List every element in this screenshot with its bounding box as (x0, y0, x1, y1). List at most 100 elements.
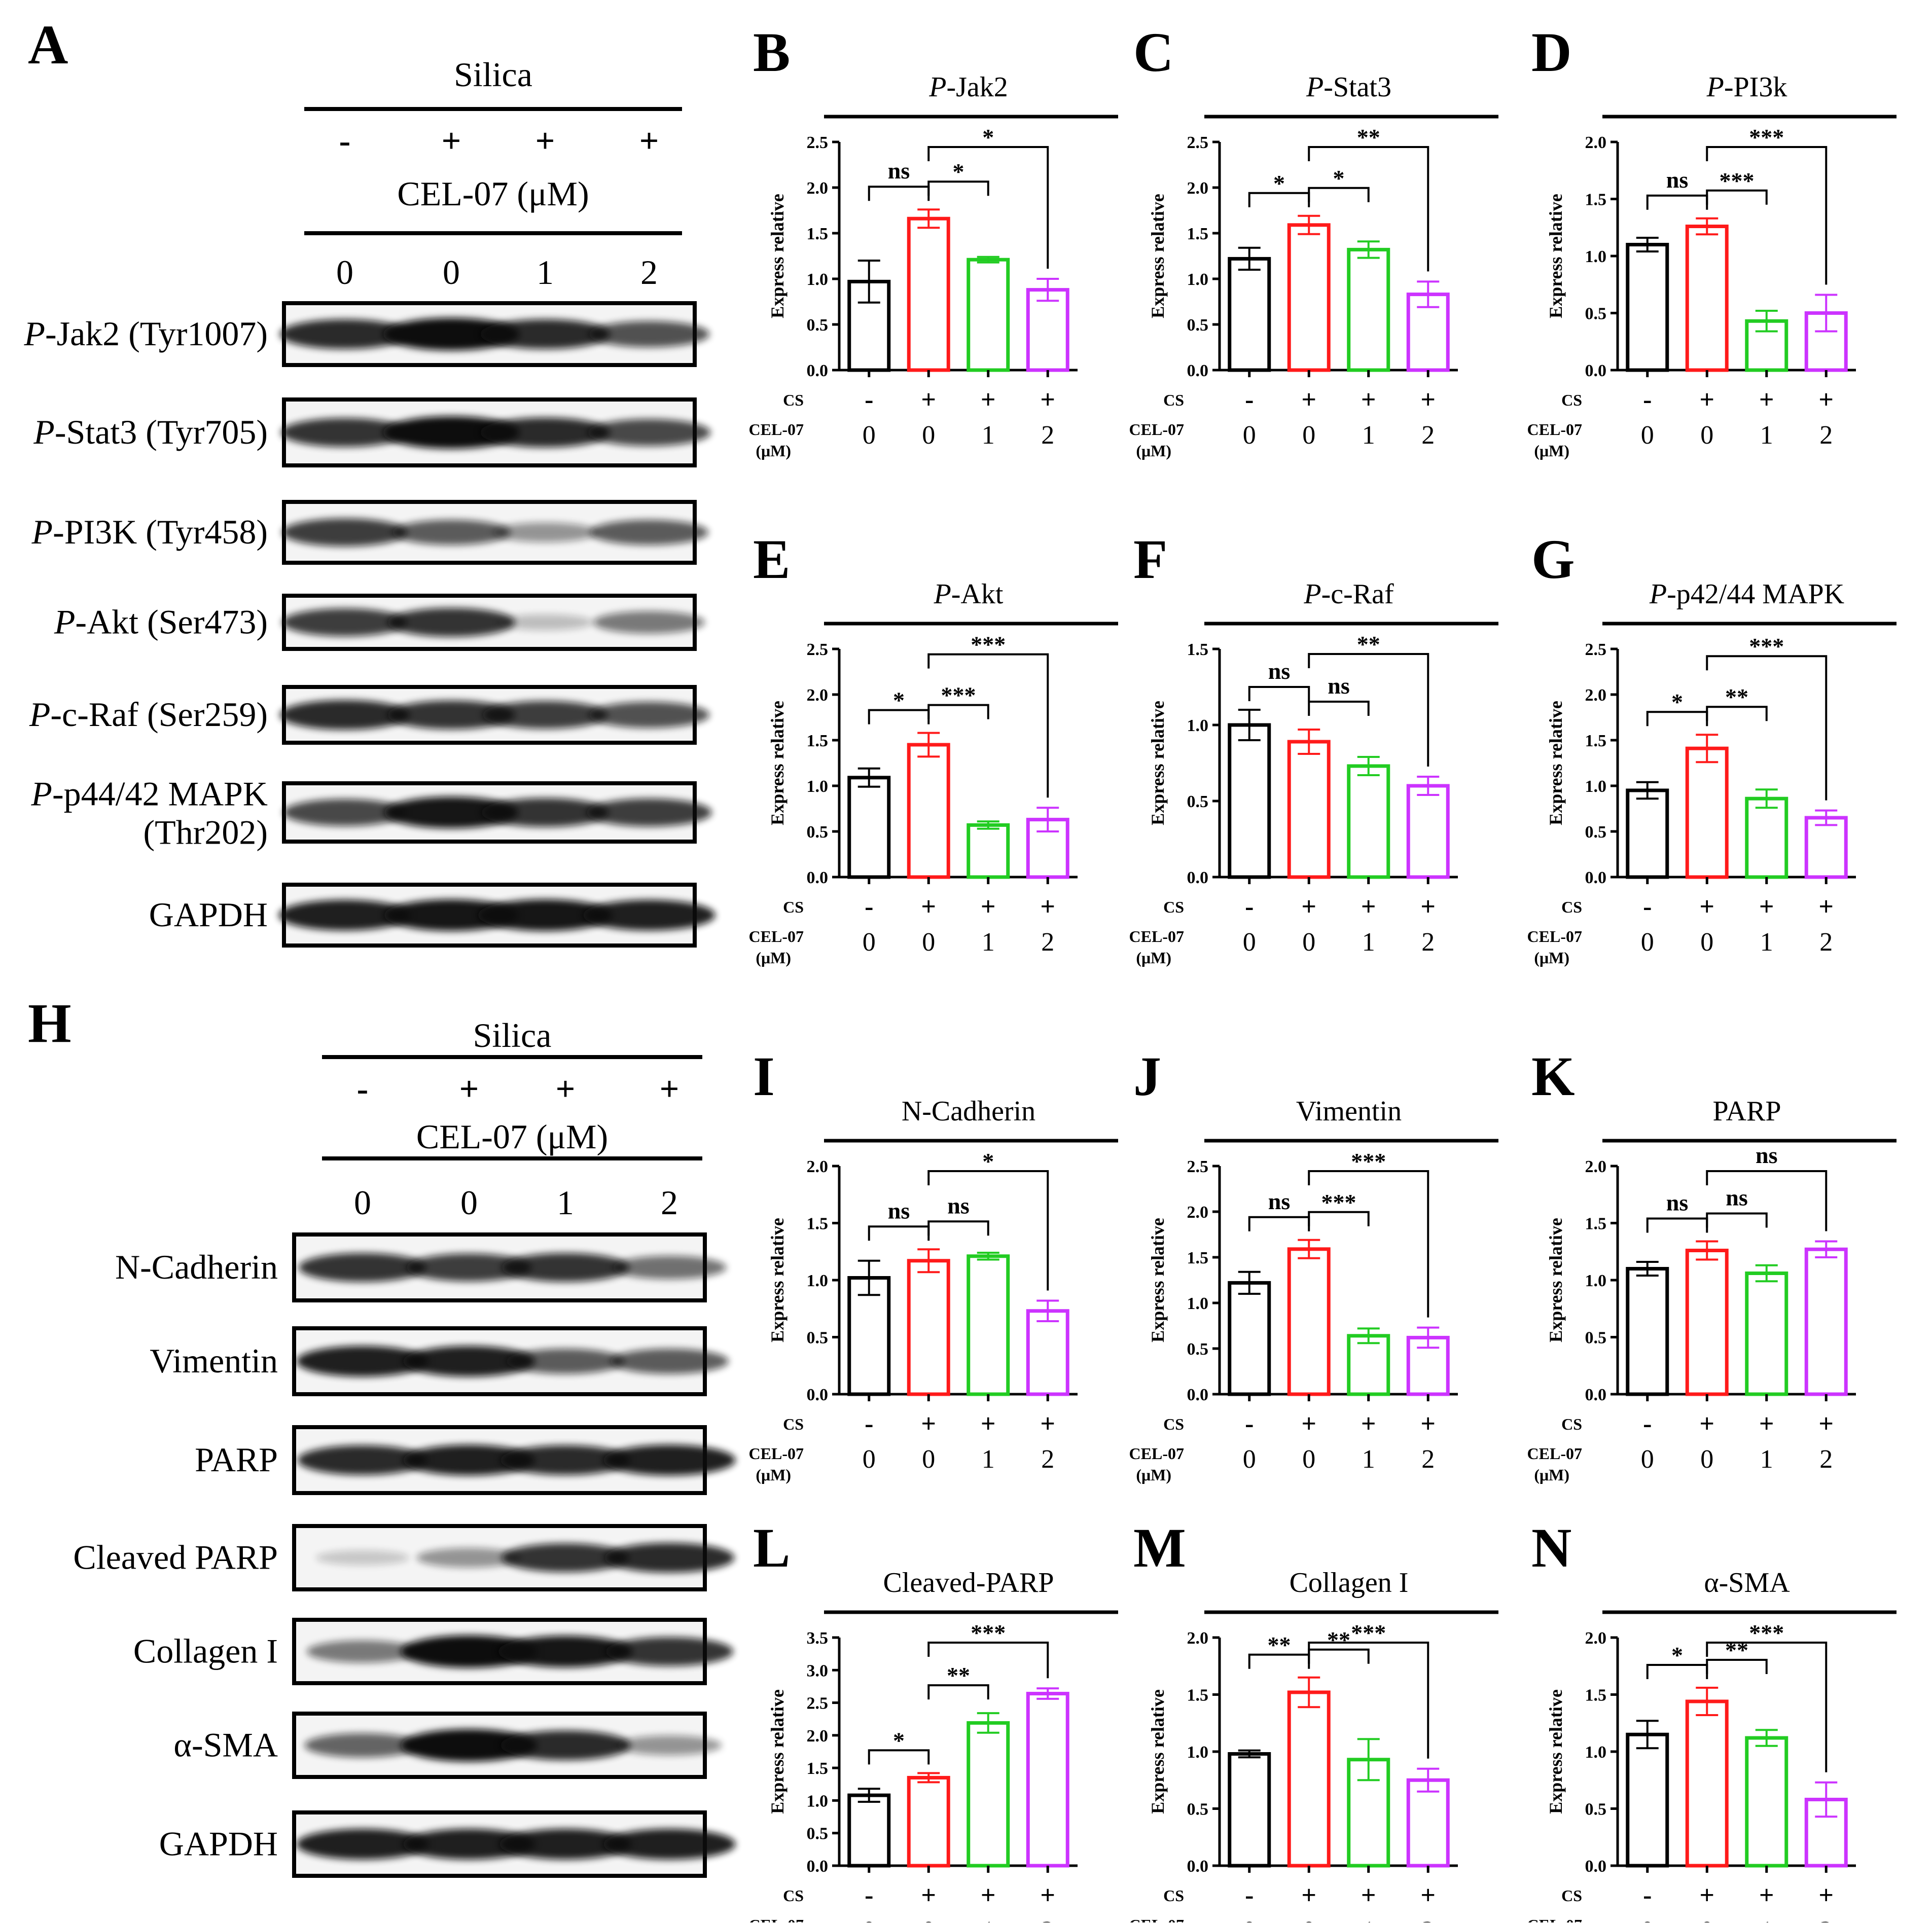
blot-row-label: Vimentin (150, 1341, 278, 1380)
y-tick-label: 0.5 (807, 823, 829, 842)
x-dose: 2 (1421, 1916, 1435, 1922)
chart-L: L Cleaved-PARP 0.0 0.5 1.0 1.5 2.0 2.5 3.0 3.5 Exp… (749, 1517, 1118, 1925)
y-axis-label: Express relative (1148, 194, 1168, 318)
x-dose: 1 (1760, 421, 1773, 450)
sig-label: * (1671, 1642, 1683, 1668)
y-axis-label: Express relative (1546, 194, 1566, 318)
blot-band (481, 798, 609, 827)
blot-row-label: α-SMA (173, 1726, 278, 1764)
x-sign: + (1699, 1409, 1714, 1438)
panel-label: M (1133, 1517, 1186, 1579)
sig-label: *** (1749, 124, 1784, 150)
x-sign: + (1818, 385, 1834, 414)
x-dose: 2 (1819, 928, 1833, 957)
x-sign: + (981, 892, 996, 921)
y-tick-label: 3.5 (807, 1629, 829, 1648)
x-sign: + (981, 385, 996, 414)
x-dose: 1 (1760, 1916, 1773, 1922)
panel-label: D (1531, 21, 1571, 83)
x-sign: + (1818, 1881, 1834, 1910)
x-dose: 0 (1302, 421, 1315, 450)
bar (1745, 796, 1788, 879)
x-sign: + (1420, 1409, 1436, 1438)
y-tick-label: 0.5 (807, 1329, 829, 1348)
x-row-label-um: (μM) (1136, 949, 1171, 967)
x-dose: 0 (922, 1916, 935, 1922)
y-tick-label: 2.0 (1585, 686, 1607, 705)
sig-bracket (1706, 189, 1768, 205)
blot-row-label: P-Jak2 (Tyr1007) (23, 314, 268, 353)
x-dose: 0 (922, 1445, 935, 1474)
x-row-label-cel07: CEL-07 (749, 927, 804, 946)
chart-M: M Collagen I 0.0 0.5 1.0 1.5 2.0 Express relati… (1129, 1517, 1498, 1925)
blot-band (392, 520, 511, 545)
sig-bracket (1308, 187, 1370, 202)
blot-band (279, 319, 410, 349)
y-tick-label: 0.0 (1585, 868, 1607, 887)
x-row-label-cel07: CEL-07 (1129, 1444, 1184, 1463)
x-sign: + (1301, 385, 1316, 414)
x-sign: + (1040, 385, 1055, 414)
blot-row: PARP (195, 1425, 736, 1495)
sig-bracket (868, 1225, 930, 1241)
y-axis-label: Express relative (767, 194, 788, 318)
blot-band (480, 319, 611, 349)
chart-title: Vimentin (1296, 1096, 1402, 1127)
y-tick-label: 2.5 (1187, 1157, 1209, 1176)
panel-label: F (1133, 528, 1167, 590)
chart-title-italic: P (1306, 71, 1323, 103)
y-tick-label: 0.0 (1585, 1386, 1607, 1404)
bar (1626, 1267, 1669, 1396)
blot-row-label: P-PI3K (Tyr458) (31, 513, 268, 551)
sig-label: ns (947, 1192, 969, 1218)
y-tick-label: 0.5 (1187, 316, 1209, 335)
blot-band (497, 614, 593, 631)
x-sign: + (1759, 385, 1774, 414)
y-tick-label: 1.0 (1187, 1743, 1209, 1762)
blot-band (593, 611, 705, 634)
y-tick-label: 0.0 (1187, 1857, 1209, 1876)
x-sign: - (1643, 1881, 1652, 1910)
chart-title-italic: P (1706, 71, 1724, 103)
sig-bracket (1706, 1212, 1768, 1228)
blot-band (401, 1635, 538, 1668)
blot-row-label: N-Cadherin (115, 1248, 278, 1286)
sig-label: * (1671, 689, 1683, 715)
label-text: Collagen I (133, 1632, 278, 1670)
blot-band (492, 522, 598, 542)
blot-band (384, 899, 519, 931)
blot-band (588, 321, 710, 347)
blot-band (482, 701, 608, 729)
bar (907, 1259, 950, 1396)
y-tick-label: 1.5 (1187, 1249, 1209, 1267)
x-dose: 0 (1243, 1916, 1256, 1922)
x-dose: 0 (1641, 928, 1654, 957)
x-row-label-cs: CS (1561, 391, 1582, 409)
chart-title-text: -Jak2 (946, 71, 1008, 103)
x-sign: + (1301, 1881, 1316, 1910)
chart-title-italic: P (1303, 578, 1321, 610)
blot-band (617, 1735, 722, 1755)
sig-bracket (1706, 1170, 1828, 1231)
y-tick-label: 2.0 (1187, 1203, 1209, 1222)
x-row-label-um: (μM) (1534, 1466, 1569, 1484)
x-dose: 2 (1041, 928, 1054, 957)
y-tick-label: 1.5 (807, 1215, 829, 1233)
blot-row: P-c-Raf (Ser259) (29, 685, 710, 745)
x-dose: 0 (1700, 928, 1713, 957)
x-dose: 1 (1362, 1916, 1375, 1922)
y-tick-label: 2.0 (1187, 1629, 1209, 1648)
panel-label: I (753, 1045, 775, 1107)
label-text: Vimentin (150, 1341, 278, 1380)
x-row-label-cel07: CEL-07 (749, 1444, 804, 1463)
x-sign: + (921, 385, 936, 414)
y-tick-label: 2.5 (1585, 640, 1607, 659)
label-text: -Jak2 (Tyr1007) (45, 314, 268, 353)
sig-label: *** (971, 1620, 1006, 1646)
bar (1228, 257, 1271, 372)
x-sign: - (865, 892, 873, 921)
x-row-label-cel07: CEL-07 (749, 420, 804, 439)
blot-dose: 2 (640, 253, 658, 292)
chart-title: Collagen I (1290, 1567, 1409, 1599)
